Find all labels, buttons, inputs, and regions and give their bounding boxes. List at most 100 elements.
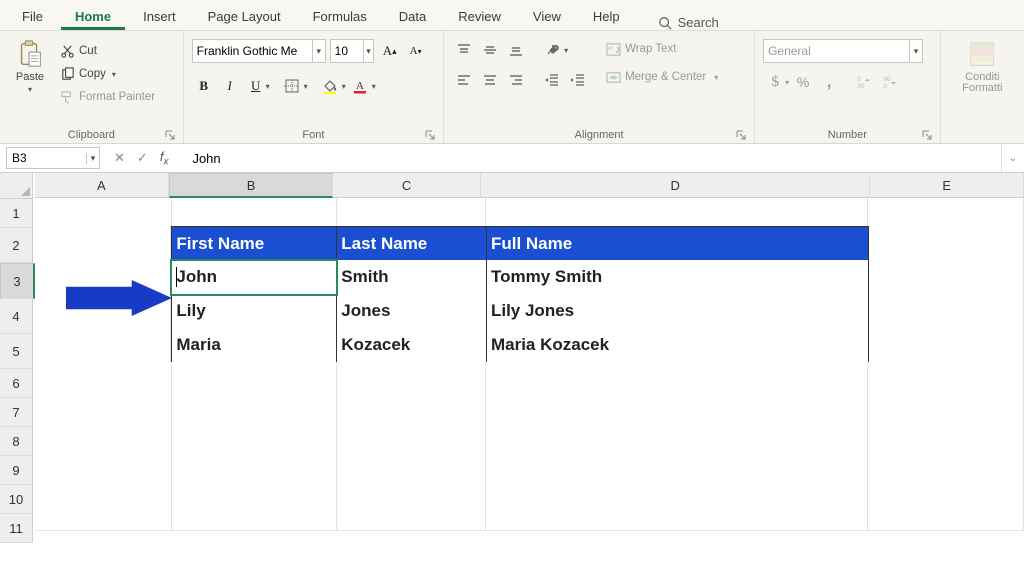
tab-home[interactable]: Home — [61, 3, 125, 30]
cell-C11[interactable] — [337, 502, 487, 531]
wrap-text-button[interactable]: ab Wrap Text — [604, 39, 720, 59]
cell-B4[interactable]: Lily — [171, 294, 337, 329]
cell-A2[interactable] — [35, 226, 171, 261]
align-center-button[interactable] — [478, 69, 502, 91]
row-header-1[interactable]: 1 — [0, 199, 33, 228]
cell-D5[interactable]: Maria Kozacek — [487, 328, 869, 363]
cell-B11[interactable] — [172, 502, 337, 531]
select-all-corner[interactable] — [0, 173, 33, 199]
cancel-formula-button[interactable]: ✕ — [114, 150, 125, 166]
cell-C9[interactable] — [337, 446, 487, 475]
cell-E7[interactable] — [868, 390, 1024, 419]
align-right-button[interactable] — [504, 69, 528, 91]
percent-format-button[interactable]: % — [791, 71, 815, 93]
cell-D9[interactable] — [486, 446, 868, 475]
tab-review[interactable]: Review — [444, 3, 515, 30]
cell-B3[interactable]: John — [171, 260, 337, 295]
increase-indent-button[interactable] — [566, 69, 590, 91]
namebox-dropdown[interactable]: ▾ — [86, 153, 99, 164]
font-dialog-launcher[interactable] — [425, 130, 435, 140]
cell-A9[interactable] — [35, 446, 172, 475]
cell-D8[interactable] — [486, 418, 868, 447]
row-header-5[interactable]: 5 — [0, 334, 33, 369]
number-dialog-launcher[interactable] — [922, 130, 932, 140]
decrease-decimal-button[interactable]: .00.0 — [877, 71, 901, 93]
font-family-select[interactable]: ▾ — [192, 39, 326, 63]
cell-A1[interactable] — [35, 198, 172, 227]
cell-D7[interactable] — [486, 390, 868, 419]
align-top-button[interactable] — [452, 39, 476, 61]
cell-D10[interactable] — [486, 474, 868, 503]
tab-formulas[interactable]: Formulas — [299, 3, 381, 30]
cell-C2[interactable]: Last Name — [337, 226, 487, 262]
cell-E8[interactable] — [868, 418, 1024, 447]
search-box[interactable]: Search — [658, 15, 719, 30]
cell-E2[interactable] — [869, 226, 1024, 261]
enter-formula-button[interactable]: ✓ — [137, 150, 148, 166]
fx-icon[interactable]: fx — [160, 149, 169, 168]
row-header-10[interactable]: 10 — [0, 485, 33, 514]
cell-E11[interactable] — [868, 502, 1024, 531]
orientation-button[interactable]: ab — [540, 39, 564, 61]
cell-D6[interactable] — [486, 362, 868, 391]
cell-A4[interactable] — [35, 294, 171, 329]
row-header-3[interactable]: 3 — [0, 263, 35, 299]
cell-A7[interactable] — [35, 390, 172, 419]
clipboard-dialog-launcher[interactable] — [165, 130, 175, 140]
col-header-E[interactable]: E — [870, 173, 1024, 198]
row-header-4[interactable]: 4 — [0, 299, 33, 334]
col-header-B[interactable]: B — [169, 173, 334, 198]
col-header-A[interactable]: A — [35, 173, 169, 198]
format-painter-button[interactable]: Format Painter — [58, 87, 157, 107]
cell-B2[interactable]: First Name — [171, 226, 337, 262]
cell-E4[interactable] — [869, 294, 1024, 329]
font-color-button[interactable]: A — [348, 75, 372, 97]
align-bottom-button[interactable] — [504, 39, 528, 61]
cell-B1[interactable] — [172, 198, 337, 227]
font-size-select[interactable]: ▾ — [330, 39, 374, 63]
decrease-font-button[interactable]: A▾ — [404, 40, 428, 62]
col-header-C[interactable]: C — [333, 173, 481, 198]
underline-button[interactable]: U — [244, 75, 268, 97]
cut-button[interactable]: Cut — [58, 41, 157, 61]
expand-formula-bar-button[interactable]: ⌄ — [1001, 144, 1024, 172]
cell-D2[interactable]: Full Name — [487, 226, 869, 262]
paste-button[interactable]: Paste ▾ — [8, 39, 52, 94]
cell-E10[interactable] — [868, 474, 1024, 503]
cell-B9[interactable] — [172, 446, 337, 475]
cell-A11[interactable] — [35, 502, 172, 531]
cell-D11[interactable] — [486, 502, 868, 531]
row-header-2[interactable]: 2 — [0, 228, 33, 263]
increase-font-button[interactable]: A▴ — [378, 40, 402, 62]
number-format-select[interactable]: ▾ — [763, 39, 923, 63]
row-header-11[interactable]: 11 — [0, 514, 33, 543]
cell-A8[interactable] — [35, 418, 172, 447]
formula-input[interactable] — [188, 151, 1001, 166]
name-box[interactable]: ▾ — [6, 147, 100, 169]
cell-B6[interactable] — [172, 362, 337, 391]
borders-button[interactable] — [280, 75, 304, 97]
cell-C7[interactable] — [337, 390, 487, 419]
cell-B10[interactable] — [172, 474, 337, 503]
increase-decimal-button[interactable]: .0.00 — [851, 71, 875, 93]
cell-E1[interactable] — [868, 198, 1024, 227]
italic-button[interactable]: I — [218, 75, 242, 97]
cell-C3[interactable]: Smith — [337, 260, 487, 295]
tab-pagelayout[interactable]: Page Layout — [194, 3, 295, 30]
cell-B7[interactable] — [172, 390, 337, 419]
cell-A6[interactable] — [35, 362, 172, 391]
cell-B8[interactable] — [172, 418, 337, 447]
tab-insert[interactable]: Insert — [129, 3, 190, 30]
cell-D3[interactable]: Tommy Smith — [487, 260, 869, 295]
copy-button[interactable]: Copy ▾ — [58, 64, 157, 84]
tab-help[interactable]: Help — [579, 3, 634, 30]
cell-C8[interactable] — [337, 418, 487, 447]
tab-data[interactable]: Data — [385, 3, 440, 30]
cell-D1[interactable] — [486, 198, 868, 227]
bold-button[interactable]: B — [192, 75, 216, 97]
cell-A3[interactable] — [35, 260, 171, 295]
cell-C5[interactable]: Kozacek — [337, 328, 487, 363]
merge-center-button[interactable]: Merge & Center ▾ — [604, 67, 720, 87]
cell-E6[interactable] — [868, 362, 1024, 391]
col-header-D[interactable]: D — [481, 173, 870, 198]
